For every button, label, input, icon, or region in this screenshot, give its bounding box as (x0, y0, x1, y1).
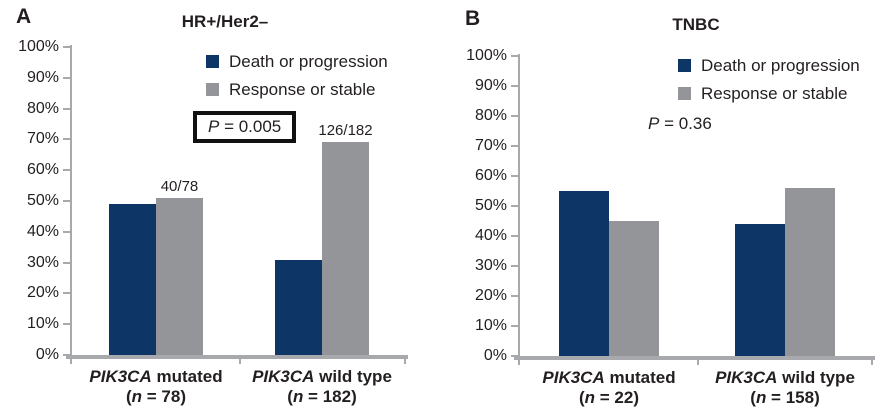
legend-label-response: Response or stable (229, 80, 376, 99)
y-tick (63, 76, 70, 79)
y-tick (63, 200, 70, 202)
chart-title-a: HR+/Her2– (181, 12, 269, 31)
y-tick (63, 46, 70, 48)
y-tick-label: 60% (26, 161, 59, 179)
x-tick (70, 359, 72, 364)
y-tick-label: 10% (474, 317, 507, 334)
legend-label-death: Death or progression (701, 56, 860, 75)
x-axis-line (514, 356, 875, 360)
x-tick (697, 360, 699, 365)
y-tick-label: 50% (474, 197, 507, 214)
x-tick (518, 360, 520, 365)
plot-area-b (520, 56, 872, 356)
y-tick-label: 50% (26, 192, 59, 209)
legend-swatch-response-icon (678, 87, 691, 100)
panel-letter-b: B (465, 7, 481, 30)
legend-label-response: Response or stable (701, 84, 848, 103)
y-tick (63, 230, 70, 233)
bar-death (109, 204, 156, 355)
y-tick (63, 138, 70, 141)
y-tick-label: 20% (26, 284, 59, 302)
x-category-label: PIK3CA wild type (n = 158) (715, 368, 855, 407)
y-tick (63, 261, 70, 264)
y-axis-line (518, 54, 520, 358)
y-tick-label: 80% (26, 99, 59, 117)
x-tick (239, 359, 241, 364)
y-tick (511, 205, 518, 207)
p-text: = 0.36 (659, 114, 712, 133)
p-text: = 0.005 (219, 117, 282, 136)
y-tick-label: 90% (474, 77, 507, 94)
y-tick (63, 323, 70, 326)
x-axis-line (66, 355, 408, 359)
panel-letter-a: A (16, 5, 32, 28)
y-tick (511, 355, 518, 357)
y-tick-label: 30% (474, 257, 507, 274)
legend-swatch-response-icon (206, 83, 219, 96)
legend-a: Death or progression Response or stable (206, 52, 388, 108)
y-tick (63, 107, 70, 110)
panel-a: A HR+/Her2– Death or progression Respons… (0, 0, 446, 414)
bar-death (275, 260, 322, 355)
y-tick-label: 100% (466, 47, 507, 64)
bar-response (322, 142, 369, 355)
y-tick (63, 169, 70, 172)
y-tick (511, 325, 518, 327)
y-tick-label: 0% (483, 347, 507, 364)
y-tick-label: 80% (474, 107, 507, 124)
y-tick (511, 85, 518, 87)
panel-b: B TNBC Death or progression Response or … (447, 0, 893, 414)
y-tick-label: 20% (474, 287, 507, 304)
bar-response (785, 188, 835, 356)
bar-count-label: 40/78 (160, 178, 199, 195)
legend-swatch-death-icon (206, 55, 219, 68)
y-tick-label: 40% (26, 222, 59, 240)
y-tick (511, 145, 518, 147)
bar-response (156, 198, 203, 355)
y-tick (511, 175, 518, 177)
x-category-label: PIK3CA wild type (n = 182) (252, 367, 392, 406)
bar-death (559, 191, 609, 356)
y-tick-label: 70% (26, 130, 59, 148)
bar-response (609, 221, 659, 356)
legend-swatch-death-icon (678, 59, 691, 72)
legend-item-death: Death or progression (678, 56, 860, 75)
x-category-label: PIK3CA mutated (n = 78) (89, 367, 223, 406)
y-tick-label: 0% (35, 346, 59, 363)
legend-item-death: Death or progression (206, 52, 388, 71)
legend-label-death: Death or progression (229, 52, 388, 71)
y-axis-line (70, 45, 72, 357)
chart-title-b: TNBC (672, 15, 720, 34)
p-value-b: P = 0.36 (648, 114, 712, 134)
p-symbol: P (208, 117, 220, 136)
y-tick-label: 90% (26, 68, 59, 86)
y-tick-label: 70% (474, 137, 507, 154)
p-value-a: P = 0.005 (193, 111, 297, 143)
y-tick-label: 40% (474, 227, 507, 244)
y-tick-label: 100% (18, 38, 59, 55)
bar-count-label: 126/182 (318, 122, 373, 139)
x-category-label: PIK3CA mutated (n = 22) (542, 368, 676, 407)
y-tick (511, 55, 518, 57)
plot-area-a (72, 47, 405, 355)
legend-b: Death or progression Response or stable (678, 56, 860, 112)
y-tick-label: 60% (474, 167, 507, 184)
legend-item-response: Response or stable (206, 80, 388, 99)
y-tick-label: 10% (26, 315, 59, 333)
y-tick-label: 30% (26, 253, 59, 271)
y-tick (63, 354, 70, 356)
y-tick (511, 235, 518, 237)
legend-item-response: Response or stable (678, 84, 860, 103)
x-tick (404, 359, 406, 364)
y-tick (511, 115, 518, 117)
bar-death (735, 224, 785, 356)
y-tick (511, 295, 518, 297)
p-symbol: P (648, 114, 660, 133)
y-tick (63, 292, 70, 295)
y-tick (511, 265, 518, 267)
x-tick (871, 360, 873, 365)
